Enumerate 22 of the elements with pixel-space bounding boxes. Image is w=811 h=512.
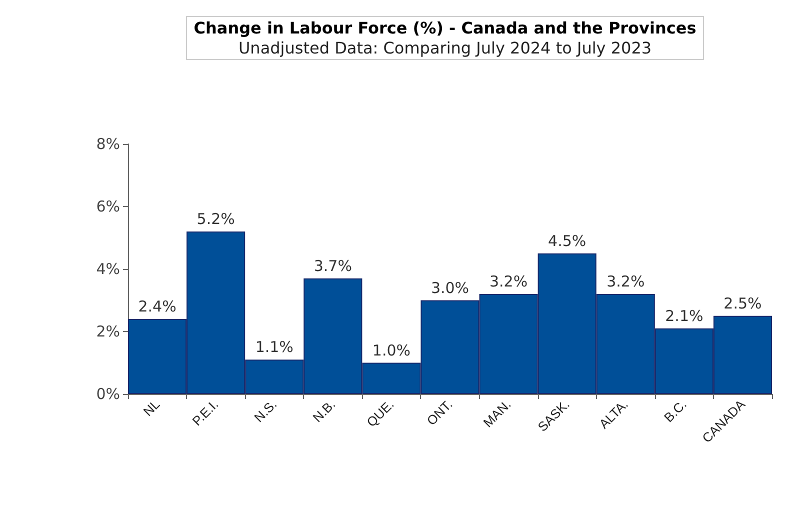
chart-title: Change in Labour Force (%) - Canada and the Provinces (194, 18, 696, 38)
y-tick-label: 8% (96, 135, 120, 153)
data-label: 3.7% (314, 256, 352, 275)
chart-subtitle: Unadjusted Data: Comparing July 2024 to July 2023 (238, 38, 652, 58)
data-label: 2.1% (665, 306, 704, 325)
data-label: 3.2% (606, 272, 645, 290)
y-tick-label: 2% (96, 322, 120, 340)
x-tick-label: NL (140, 396, 163, 420)
x-tick-label: B.C. (661, 396, 690, 426)
data-label: 1.0% (372, 341, 411, 360)
data-label: 5.2% (196, 210, 235, 228)
y-tick-label: 6% (96, 198, 120, 216)
x-tick-label: N.S. (251, 396, 280, 426)
y-tick-label: 4% (96, 260, 120, 278)
x-tick-label: N.B. (310, 396, 338, 426)
data-label: 3.2% (489, 272, 528, 290)
data-label: 2.4% (138, 298, 176, 316)
data-label: 2.5% (724, 294, 762, 312)
data-label: 3.0% (430, 278, 470, 297)
data-label: 1.1% (255, 338, 294, 356)
data-label: 4.5% (548, 232, 586, 250)
y-tick-label: 0% (96, 385, 120, 403)
